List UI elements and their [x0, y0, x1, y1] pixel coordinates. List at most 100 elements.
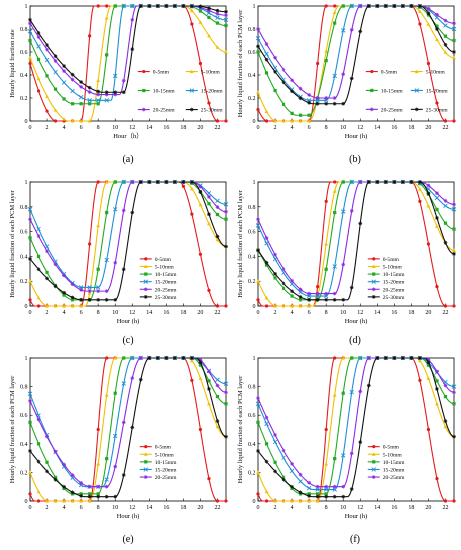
x-tick-label: 20: [425, 310, 431, 316]
data-point: [113, 90, 118, 95]
data-point: [452, 248, 456, 252]
y-tick-label: 0: [253, 119, 256, 125]
data-point: [70, 77, 75, 82]
data-point: [307, 297, 312, 302]
data-point: [27, 207, 33, 212]
data-point: [28, 38, 32, 43]
legend-entry: 0-5mm: [383, 445, 400, 451]
data-point: [273, 69, 277, 74]
data-point: [256, 90, 260, 94]
legend-entry: 20-25mm: [381, 107, 403, 113]
data-point: [307, 100, 312, 105]
data-point: [198, 9, 203, 13]
legend-entry: 5-10mm: [201, 70, 221, 76]
data-point: [45, 434, 49, 439]
data-point: [215, 45, 220, 49]
x-tick-label: 22: [442, 125, 448, 131]
data-point: [358, 355, 363, 361]
data-point: [366, 383, 371, 388]
x-axis-label: Hour (h): [345, 513, 368, 520]
data-point: [28, 55, 32, 60]
data-point: [375, 4, 380, 8]
data-point: [307, 113, 311, 117]
data-point: [62, 462, 66, 467]
data-point: [452, 50, 456, 54]
data-point: [215, 419, 220, 423]
data-point: [290, 461, 294, 466]
data-point: [358, 29, 363, 34]
data-point: [62, 484, 66, 489]
data-point: [96, 78, 101, 83]
data-point: [426, 363, 431, 367]
series-line: [257, 181, 455, 301]
data-point: [79, 499, 84, 503]
data-point: [256, 470, 260, 474]
data-point: [113, 297, 118, 302]
x-tick-label: 4: [63, 125, 66, 131]
data-point: [290, 289, 294, 294]
data-point: [104, 92, 109, 97]
panel-label: (f): [350, 534, 360, 545]
data-point: [61, 464, 67, 469]
data-point: [36, 417, 41, 422]
data-point: [96, 462, 101, 466]
data-point: [70, 304, 75, 308]
data-point: [426, 183, 431, 188]
legend-entry: 0-5mm: [155, 445, 172, 451]
data-point: [324, 4, 328, 8]
data-point: [426, 358, 431, 362]
data-point: [224, 244, 228, 249]
data-point: [79, 102, 83, 106]
data-point: [452, 55, 456, 60]
data-point: [256, 248, 260, 253]
legend-marker: [372, 257, 376, 261]
data-point: [53, 119, 58, 123]
data-point: [45, 109, 49, 113]
data-point: [332, 494, 337, 499]
data-point: [190, 358, 194, 363]
data-point: [79, 297, 84, 302]
data-point: [298, 96, 303, 101]
data-point: [45, 270, 49, 275]
data-point: [341, 356, 346, 360]
series-5: [28, 356, 228, 489]
data-point: [121, 473, 126, 477]
data-point: [256, 107, 260, 112]
y-tick-label: 0.8: [20, 27, 28, 33]
series-line: [257, 181, 455, 301]
legend-entry: 5-10mm: [155, 452, 175, 458]
x-tick-label: 16: [391, 505, 397, 511]
data-point: [224, 13, 228, 18]
plot-frame: [257, 5, 455, 122]
x-tick-label: 0: [29, 505, 32, 511]
legend-entry: 20-25mm: [383, 475, 405, 481]
data-point: [264, 499, 269, 503]
x-axis-label: Hour (h): [117, 513, 140, 520]
data-point: [341, 4, 345, 8]
legend-entry: 15-20mm: [155, 467, 177, 473]
data-point: [181, 180, 186, 184]
y-tick-label: 1: [25, 4, 28, 10]
legend-entry: 5-10mm: [383, 452, 403, 458]
x-tick-label: 22: [442, 505, 448, 511]
data-point: [70, 72, 75, 77]
data-point: [36, 35, 41, 39]
data-point: [62, 273, 66, 278]
data-point: [316, 285, 320, 289]
data-point: [333, 210, 337, 215]
data-point: [418, 378, 422, 382]
data-point: [79, 119, 84, 123]
data-point: [79, 494, 84, 498]
data-point: [130, 425, 135, 430]
data-point: [224, 50, 228, 54]
legend-marker: [370, 69, 374, 74]
data-point: [28, 492, 32, 496]
y-axis-label: Hourly liquid fraction of each PCM layer: [237, 189, 244, 297]
x-tick-label: 4: [63, 310, 66, 316]
data-point: [53, 262, 58, 267]
data-point: [366, 4, 371, 8]
data-point: [198, 20, 203, 24]
data-point: [96, 484, 101, 489]
data-point: [324, 96, 329, 100]
